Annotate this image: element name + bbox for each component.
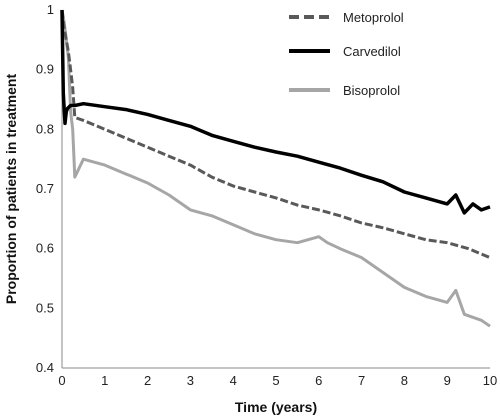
x-tick-label: 4 <box>230 373 237 388</box>
x-axis-title: Time (years) <box>235 399 317 415</box>
x-tick-label: 0 <box>58 373 65 388</box>
x-tick-label: 8 <box>401 373 408 388</box>
x-tick-label: 1 <box>101 373 108 388</box>
y-tick-label: 1 <box>47 2 54 17</box>
legend-label-metoprolol: Metoprolol <box>343 10 404 25</box>
y-axis-title: Proportion of patients in treatment <box>3 74 19 305</box>
y-tick-label: 0.6 <box>36 241 54 256</box>
x-tick-label: 9 <box>444 373 451 388</box>
series-lines <box>60 9 491 328</box>
series-line-carvedilol <box>60 9 491 215</box>
y-tick-label: 0.9 <box>36 62 54 77</box>
legend-label-carvedilol: Carvedilol <box>343 44 401 59</box>
x-tick-label: 6 <box>315 373 322 388</box>
x-axis: 0 1 2 3 4 5 6 7 8 9 10 <box>58 367 497 388</box>
x-tick-label: 2 <box>144 373 151 388</box>
y-axis: 0.4 0.5 0.6 0.7 0.8 0.9 1 <box>36 2 63 375</box>
legend: Metoprolol Carvedilol Bisoprolol <box>289 10 404 98</box>
x-tick-label: 3 <box>187 373 194 388</box>
x-tick-label: 10 <box>483 373 497 388</box>
series-line-bisoprolol <box>60 9 491 328</box>
x-tick-label: 5 <box>272 373 279 388</box>
y-tick-label: 0.5 <box>36 300 54 315</box>
y-tick-label: 0.7 <box>36 181 54 196</box>
x-tick-label: 7 <box>358 373 365 388</box>
series-line-metoprolol <box>60 9 491 259</box>
legend-label-bisoprolol: Bisoprolol <box>343 83 400 98</box>
y-tick-label: 0.8 <box>36 121 54 136</box>
y-tick-label: 0.4 <box>36 360 54 375</box>
